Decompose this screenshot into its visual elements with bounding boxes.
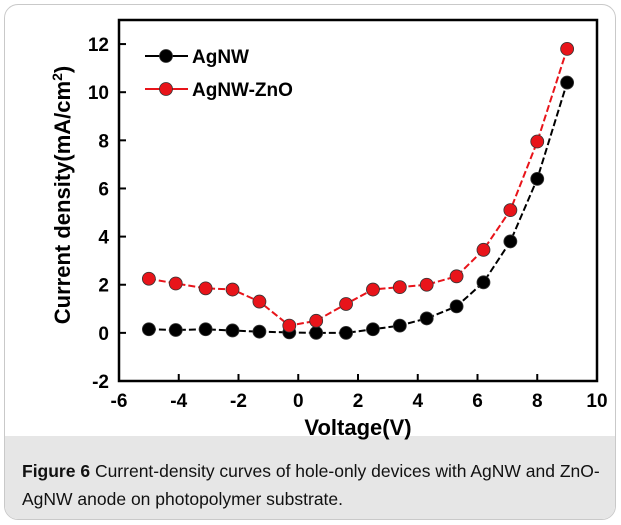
y-tick-label: 12 bbox=[88, 35, 109, 56]
data-point bbox=[141, 322, 156, 337]
data-point bbox=[530, 171, 545, 186]
legend-marker-1 bbox=[159, 49, 173, 63]
data-point bbox=[449, 269, 464, 284]
x-tick-label: -4 bbox=[170, 391, 187, 412]
y-axis-title-end: ) bbox=[50, 66, 75, 73]
series-line-1 bbox=[148, 82, 569, 334]
x-tick-label: 0 bbox=[293, 391, 304, 412]
data-point bbox=[449, 299, 464, 314]
caption-band bbox=[5, 436, 615, 519]
data-point bbox=[309, 313, 324, 328]
data-point bbox=[366, 282, 380, 297]
legend-label-1: AgNW bbox=[192, 47, 249, 68]
y-tick-label: 10 bbox=[88, 83, 109, 104]
legend-marker-2 bbox=[159, 82, 173, 96]
x-axis-title: Voltage(V) bbox=[304, 415, 411, 440]
data-point bbox=[225, 282, 240, 297]
legend-label-2: AgNW-ZnO bbox=[192, 80, 293, 101]
x-tick-label: 4 bbox=[412, 391, 423, 412]
series-line-2 bbox=[148, 48, 569, 327]
data-point bbox=[198, 322, 213, 337]
y-tick-label: -2 bbox=[92, 372, 109, 393]
data-point bbox=[503, 203, 518, 218]
data-point bbox=[141, 271, 156, 286]
x-tick-label: -2 bbox=[230, 391, 247, 412]
data-point bbox=[476, 242, 491, 257]
data-point bbox=[282, 318, 297, 333]
data-point bbox=[366, 322, 380, 337]
data-point bbox=[168, 323, 183, 337]
plot-area bbox=[117, 18, 599, 383]
plot-border bbox=[117, 18, 599, 383]
caption-label: Figure 6 bbox=[22, 461, 91, 481]
y-tick-label: 0 bbox=[98, 324, 109, 345]
y-tick-label: 2 bbox=[98, 276, 109, 297]
data-point bbox=[198, 281, 213, 296]
y-axis-title: Current density(mA/cm2) bbox=[49, 66, 75, 324]
y-tick-label: 8 bbox=[98, 131, 109, 152]
figure-caption: Figure 6 Current-density curves of hole-… bbox=[22, 457, 607, 513]
data-point bbox=[339, 297, 353, 311]
axes: -6 -4 -2 0 2 4 6 8 10 -2 0 2 4 6 8 10 12 bbox=[88, 35, 608, 412]
x-tick-label: 8 bbox=[532, 391, 543, 412]
data-point bbox=[252, 324, 267, 339]
data-point bbox=[309, 325, 324, 340]
data-point bbox=[392, 280, 407, 295]
data-point bbox=[560, 75, 575, 90]
y-tick-label: 6 bbox=[98, 179, 109, 200]
data-point bbox=[168, 276, 183, 291]
series-layer bbox=[141, 41, 575, 340]
x-tick-label: 6 bbox=[472, 391, 483, 412]
data-point bbox=[419, 311, 434, 326]
x-tick-label: 10 bbox=[586, 391, 607, 412]
legend: AgNW AgNW-ZnO bbox=[145, 47, 293, 101]
data-point bbox=[530, 134, 545, 149]
y-tick-label: 4 bbox=[98, 228, 109, 249]
figure-frame bbox=[4, 4, 616, 520]
y-axis-title-superscript: 2 bbox=[49, 73, 65, 81]
data-point bbox=[392, 318, 407, 333]
data-point bbox=[339, 325, 353, 340]
data-point bbox=[225, 323, 240, 338]
y-axis-title-main: Current density(mA/cm bbox=[50, 81, 75, 324]
x-tick-label: -6 bbox=[111, 391, 128, 412]
x-tick-label: 2 bbox=[353, 391, 364, 412]
line-chart: -6 -4 -2 0 2 4 6 8 10 -2 0 2 4 6 8 10 12 AgNW AgNW-ZnO Vo… bbox=[49, 18, 608, 440]
data-point bbox=[560, 41, 575, 56]
data-point bbox=[419, 277, 434, 292]
caption-text: Current-density curves of hole-only devi… bbox=[22, 461, 600, 509]
data-point bbox=[476, 275, 491, 290]
data-point bbox=[503, 234, 518, 249]
data-point bbox=[252, 294, 267, 309]
